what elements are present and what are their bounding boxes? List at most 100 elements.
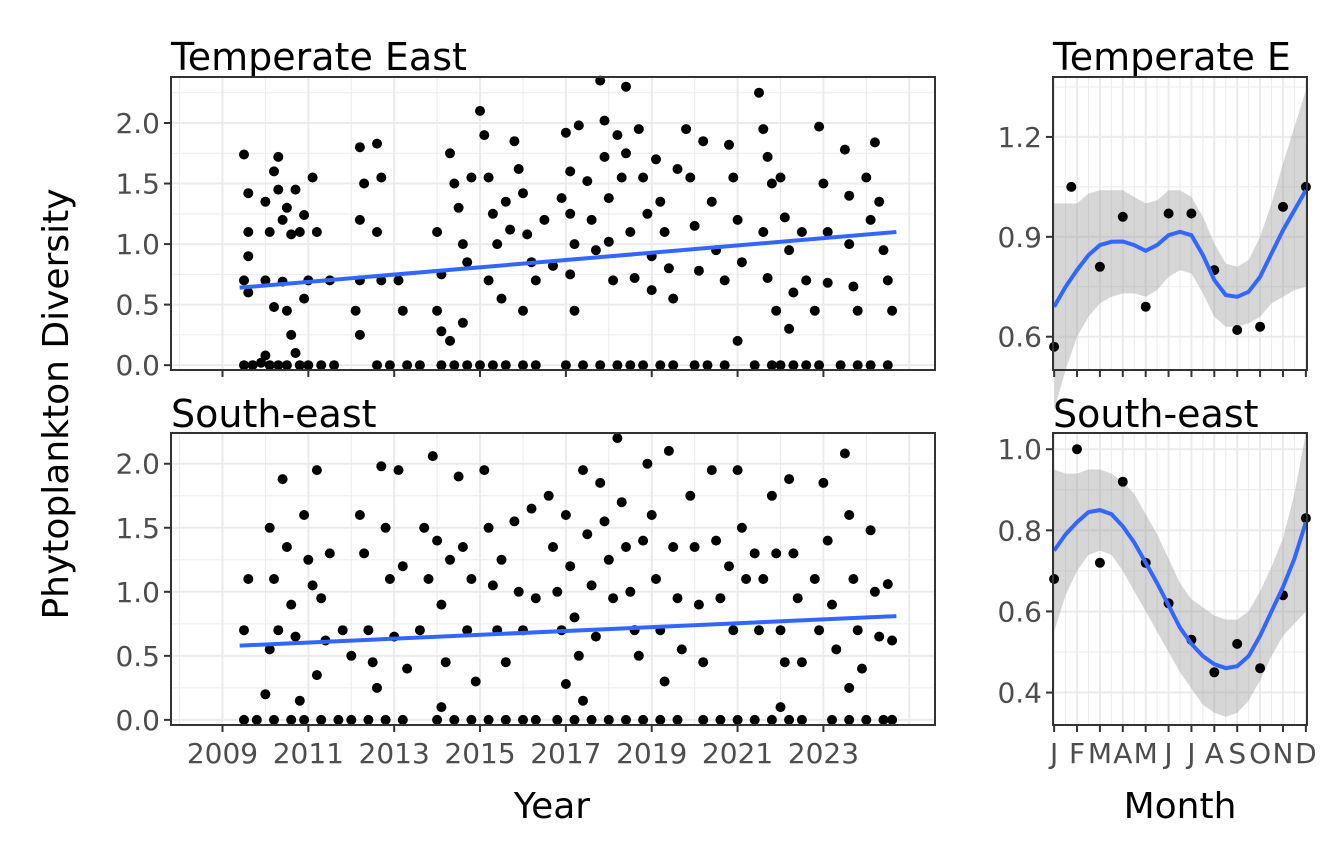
panel-border [1052,432,1308,726]
data-point [642,208,653,219]
data-point [260,275,271,286]
data-point [741,574,752,584]
data-point [560,127,571,138]
data-point [590,245,601,256]
data-point [496,293,507,304]
data-point [603,554,614,565]
data-point [878,245,889,256]
data-point [500,360,511,371]
confidence-band [1054,90,1306,411]
data-point [736,257,747,268]
data-point [749,360,760,371]
x-tick-label: J [1048,737,1058,770]
data-point [1232,638,1243,649]
data-point [1300,181,1311,192]
data-point [569,714,580,725]
data-point [681,124,692,135]
data-point [608,593,619,604]
data-point [393,465,404,476]
panel-background [171,77,935,370]
data-point [582,176,593,187]
data-point [882,360,893,371]
data-point [449,178,460,189]
y-axis: 0.4 0.6 0.8 1.0 [997,433,1053,710]
y-axis: 0.6 0.9 1.2 [997,121,1053,354]
data-point [784,714,795,725]
data-point [505,224,516,235]
data-point [1094,557,1105,568]
x-tick-label: 2019 [616,737,687,770]
data-point [548,260,558,271]
data-point [835,360,846,371]
data-point [384,574,395,584]
data-point [432,305,443,316]
data-point [419,522,430,533]
data-point [788,360,799,371]
data-point [552,714,563,725]
data-point [479,465,490,476]
data-point [372,138,382,149]
panel-border [1052,76,1308,371]
data-point [397,561,408,572]
x-tick-label: 2021 [702,737,773,770]
data-point [586,214,597,225]
data-point [324,548,335,559]
data-point [801,275,812,286]
data-point [269,302,279,312]
x-tick-label: M [1088,737,1112,770]
trend-line [239,229,897,290]
gridlines [171,433,935,725]
data-point [814,121,825,132]
data-point [552,586,563,597]
data-point [629,273,640,283]
x-tick-label: J [1185,737,1195,770]
data-point [642,458,653,469]
data-point [475,105,485,116]
data-point [621,542,631,552]
data-point [479,130,490,141]
data-point [616,172,627,183]
data-point [286,229,297,240]
data-point [827,714,837,725]
data-point [638,360,649,371]
data-point [698,714,709,725]
data-point [273,625,284,636]
x-tick-label: 2023 [788,737,859,770]
data-point [509,136,520,147]
data-point [427,451,438,462]
smooth-line [1052,189,1308,308]
data-point [513,586,524,597]
data-point [578,465,588,476]
data-point [273,360,284,371]
data-point [462,625,473,636]
x-tick-label: N [1272,737,1293,770]
x-axis [221,370,825,377]
data-point [749,548,760,559]
data-point [526,503,537,514]
data-point [397,714,408,725]
data-point [655,714,666,725]
data-point [724,561,734,572]
data-point [578,695,588,706]
data-point [728,172,739,183]
data-point [869,586,880,597]
data-point [483,275,494,286]
data-point [500,714,511,725]
data-point [796,657,807,668]
data-points [1049,181,1311,352]
x-tick-label: 2009 [187,737,258,770]
data-point [573,120,584,131]
smooth-line [1052,508,1308,671]
data-point [612,360,623,371]
data-point [633,124,644,135]
data-point [595,360,606,371]
data-point [556,193,567,204]
data-point [299,714,310,725]
data-point [286,329,297,340]
panel-title: Temperate East [170,35,467,79]
data-point [788,287,799,298]
data-point [239,149,249,160]
data-point [264,522,275,533]
data-point [651,574,661,584]
data-point [715,714,726,725]
